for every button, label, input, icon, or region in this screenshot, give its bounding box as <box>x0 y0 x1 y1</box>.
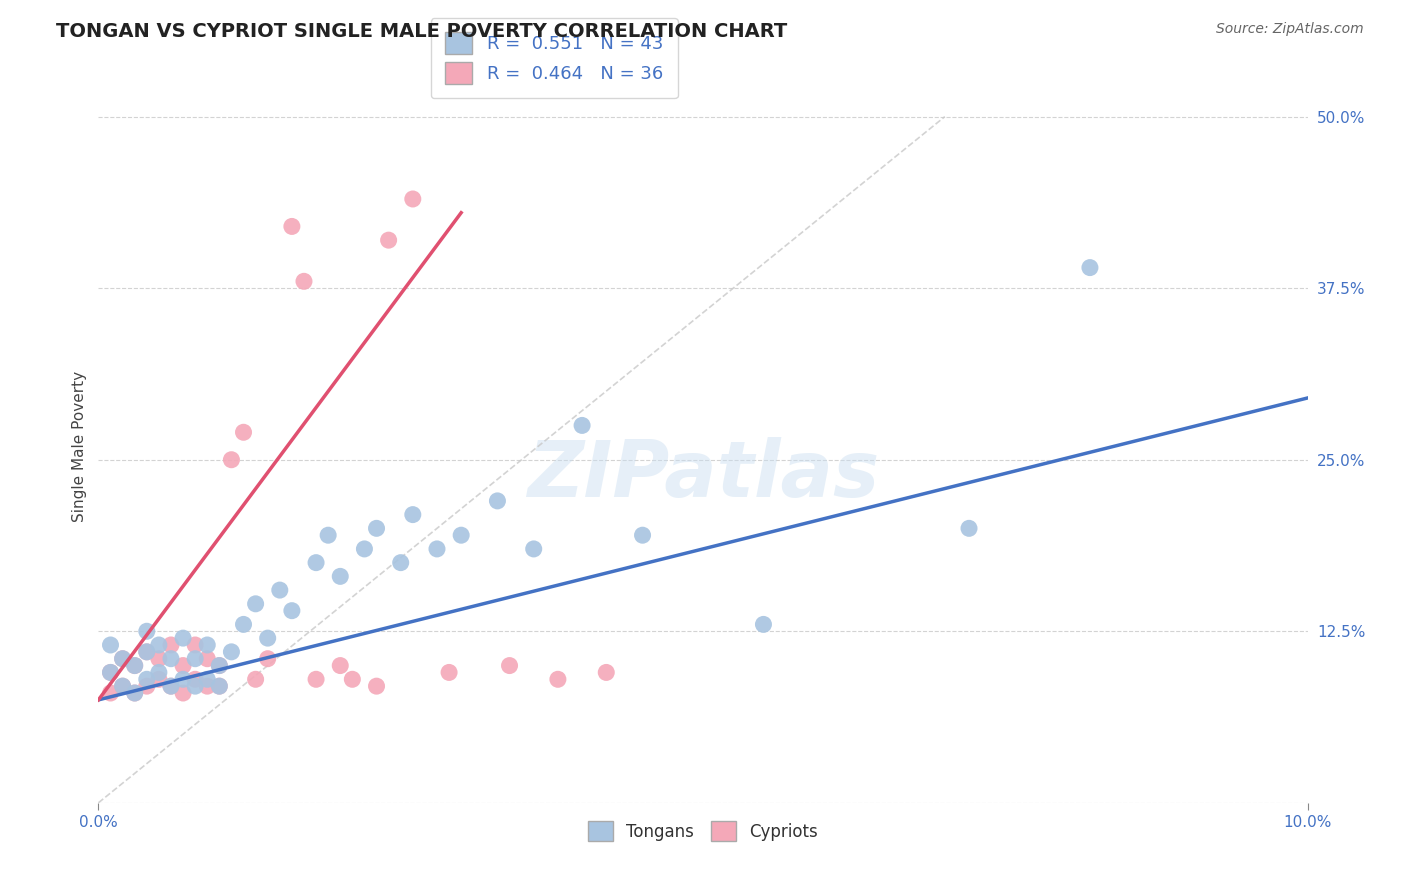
Point <box>160 638 183 652</box>
Point <box>172 631 194 645</box>
Text: TONGAN VS CYPRIOT SINGLE MALE POVERTY CORRELATION CHART: TONGAN VS CYPRIOT SINGLE MALE POVERTY CO… <box>56 22 787 41</box>
Point <box>195 651 218 665</box>
Point <box>135 645 157 659</box>
Point <box>245 597 267 611</box>
Point <box>523 541 546 556</box>
Point <box>172 686 194 700</box>
Point <box>184 673 207 687</box>
Point <box>245 673 267 687</box>
Point <box>135 645 157 659</box>
Point <box>124 658 146 673</box>
Point <box>111 679 134 693</box>
Point <box>172 673 194 687</box>
Point <box>160 679 183 693</box>
Point <box>135 673 157 687</box>
Y-axis label: Single Male Poverty: Single Male Poverty <box>72 370 87 522</box>
Point <box>437 665 460 680</box>
Point <box>292 274 315 288</box>
Point <box>135 679 157 693</box>
Point <box>402 508 425 522</box>
Point <box>208 679 231 693</box>
Point <box>148 665 170 680</box>
Point <box>111 651 134 665</box>
Point <box>402 192 425 206</box>
Point <box>571 418 593 433</box>
Point <box>195 679 218 693</box>
Point <box>208 679 231 693</box>
Point <box>232 425 254 440</box>
Point <box>184 651 207 665</box>
Point <box>160 679 183 693</box>
Point <box>752 617 775 632</box>
Point <box>353 541 375 556</box>
Point <box>329 569 352 583</box>
Point <box>595 665 617 680</box>
Point <box>256 631 278 645</box>
Point <box>389 556 412 570</box>
Point <box>195 638 218 652</box>
Point <box>316 528 339 542</box>
Point <box>160 651 183 665</box>
Point <box>184 679 207 693</box>
Text: ZIPatlas: ZIPatlas <box>527 436 879 513</box>
Point <box>100 665 122 680</box>
Point <box>208 658 231 673</box>
Point <box>111 651 134 665</box>
Point <box>100 686 122 700</box>
Point <box>100 638 122 652</box>
Point <box>135 624 157 639</box>
Point <box>148 673 170 687</box>
Point <box>342 673 364 687</box>
Point <box>124 686 146 700</box>
Point <box>547 673 569 687</box>
Point <box>221 452 243 467</box>
Text: Source: ZipAtlas.com: Source: ZipAtlas.com <box>1216 22 1364 37</box>
Point <box>221 645 243 659</box>
Point <box>329 658 352 673</box>
Point <box>426 541 449 556</box>
Point <box>450 528 472 542</box>
Point <box>232 617 254 632</box>
Point <box>148 651 170 665</box>
Point <box>305 673 328 687</box>
Point <box>111 679 134 693</box>
Point <box>498 658 520 673</box>
Point <box>1078 260 1101 275</box>
Point <box>100 665 122 680</box>
Point <box>281 219 304 234</box>
Point <box>305 556 328 570</box>
Point <box>256 651 278 665</box>
Point <box>377 233 399 247</box>
Point <box>269 583 291 598</box>
Point <box>486 494 509 508</box>
Point <box>172 658 194 673</box>
Point <box>957 521 980 535</box>
Point <box>366 679 388 693</box>
Point <box>366 521 388 535</box>
Point <box>124 686 146 700</box>
Point <box>148 638 170 652</box>
Point <box>208 658 231 673</box>
Point <box>124 658 146 673</box>
Point <box>184 638 207 652</box>
Point <box>195 673 218 687</box>
Point <box>631 528 654 542</box>
Point <box>281 604 304 618</box>
Legend: Tongans, Cypriots: Tongans, Cypriots <box>581 814 825 848</box>
